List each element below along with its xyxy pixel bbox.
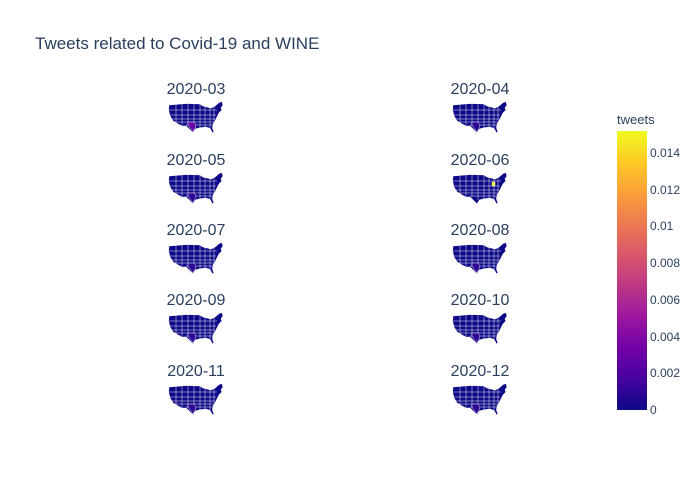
colorbar-title: tweets <box>617 112 655 127</box>
panel-title: 2020-08 <box>450 222 510 239</box>
state-highlight <box>471 121 481 133</box>
usa-map <box>168 383 224 416</box>
state-highlight <box>491 181 496 187</box>
state-highlight <box>471 332 481 344</box>
usa-map <box>452 172 508 205</box>
panel-title: 2020-09 <box>166 292 226 309</box>
colorbar-tick-label: 0.006 <box>650 292 681 307</box>
state-highlight <box>187 121 197 133</box>
state-highlight <box>187 262 197 274</box>
usa-states-base <box>452 242 508 275</box>
state-highlight <box>471 262 481 274</box>
panel-title: 2020-12 <box>450 363 510 380</box>
colorbar <box>617 131 647 410</box>
panel-title: 2020-06 <box>450 152 510 169</box>
usa-states-base <box>168 172 224 205</box>
usa-states-base <box>452 172 508 205</box>
panel-title: 2020-05 <box>166 152 226 169</box>
usa-map <box>452 101 508 134</box>
usa-states-base <box>452 383 508 416</box>
panel-title: 2020-10 <box>450 292 510 309</box>
usa-map <box>168 101 224 134</box>
usa-map <box>168 242 224 275</box>
state-highlight <box>187 332 197 344</box>
usa-map <box>168 312 224 345</box>
usa-states-base <box>452 101 508 134</box>
state-highlight <box>471 403 481 415</box>
colorbar-tick-label: 0 <box>650 403 657 417</box>
colorbar-tick-label: 0.01 <box>650 219 674 234</box>
panel-title: 2020-11 <box>167 363 225 380</box>
colorbar-tick-label: 0.002 <box>650 366 681 381</box>
usa-map <box>452 242 508 275</box>
chart-title: Tweets related to Covid-19 and WINE <box>35 34 320 53</box>
usa-map <box>452 312 508 345</box>
panel-title: 2020-04 <box>450 81 510 98</box>
colorbar-tick-label: 0.012 <box>650 182 681 197</box>
usa-states-base <box>452 312 508 345</box>
usa-map <box>452 383 508 416</box>
colorbar-tick-label: 0.004 <box>650 329 681 344</box>
panel-title: 2020-03 <box>166 81 226 98</box>
colorbar-tick-label: 0.014 <box>650 146 681 161</box>
usa-states-base <box>168 101 224 134</box>
state-highlight <box>187 192 197 204</box>
usa-states-base <box>168 242 224 275</box>
state-highlight <box>187 403 197 415</box>
usa-states-base <box>168 312 224 345</box>
usa-states-base <box>168 383 224 416</box>
colorbar-tick-label: 0.008 <box>650 256 681 271</box>
panel-title: 2020-07 <box>166 222 226 239</box>
usa-map <box>168 172 224 205</box>
